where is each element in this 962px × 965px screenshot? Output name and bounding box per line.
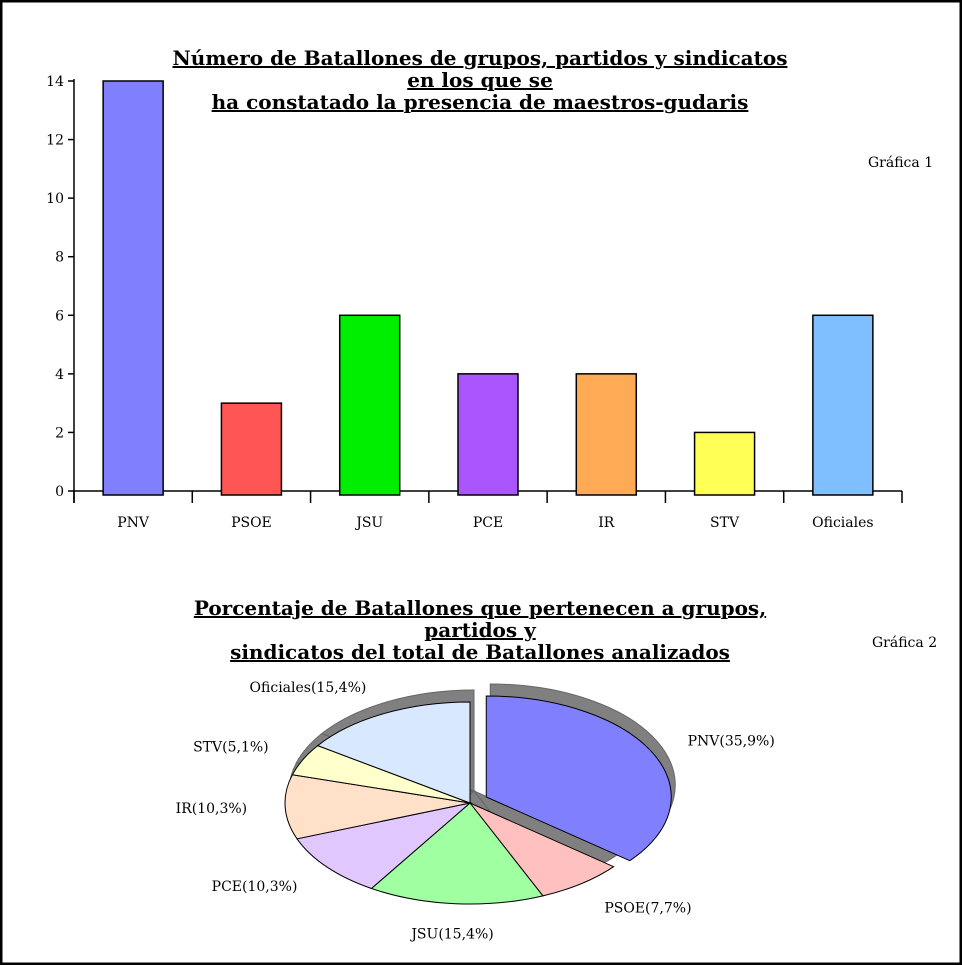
- bar-pce: [457, 373, 519, 496]
- pie-chart: PNV(35,9%) PSOE(7,7%) JSU(15,4%) PCE(10,3%)…: [176, 680, 775, 943]
- slice-label-stv-5-1: STV(5,1%): [193, 740, 269, 756]
- y-tick-label: 8: [55, 250, 64, 266]
- x-tick-label-psoe: PSOE: [231, 515, 272, 531]
- slice-pce-10-3: [296, 802, 472, 890]
- x-tick-label-pnv: PNV: [117, 515, 150, 531]
- bar-chart-title-line-1: Número de Batallones de grupos, partidos…: [172, 46, 788, 92]
- y-tick-label: 14: [46, 74, 64, 90]
- pie-chart-title-line-2: sindicatos del total de Batallones anali…: [230, 640, 730, 664]
- bar-oficiales: [812, 314, 874, 496]
- x-tick-label-oficiales: Oficiales: [812, 515, 873, 531]
- y-tick-label: 0: [55, 484, 64, 500]
- bar-chart-title: Número de Batallones de grupos, partidos…: [160, 47, 800, 113]
- slice-oficiales-15-4: [316, 701, 471, 804]
- bar-jsu: [338, 314, 401, 496]
- y-tick-label: 10: [46, 191, 64, 207]
- slice-label-ir-10-3: IR(10,3%): [176, 801, 247, 817]
- y-tick-label: 2: [55, 425, 64, 441]
- bar-pnv: [102, 80, 164, 496]
- slice-label-jsu-15-4: JSU(15,4%): [409, 927, 493, 943]
- x-tick-label-stv: STV: [710, 515, 740, 531]
- slice-label-pce-10-3: PCE(10,3%): [212, 879, 298, 895]
- x-tick-label-ir: IR: [598, 515, 615, 531]
- slice-label-oficiales-15-4: Oficiales(15,4%): [250, 680, 367, 696]
- pie-chart-title-line-1: Porcentaje de Batallones que pertenecen …: [193, 596, 767, 642]
- x-tick-label-pce: PCE: [473, 515, 503, 531]
- bar-stv: [693, 431, 756, 496]
- y-tick-label: 6: [55, 308, 64, 324]
- slice-jsu-15-4: [370, 802, 544, 905]
- slice-label-psoe-7-7: PSOE(7,7%): [604, 901, 691, 917]
- slice-label-pnv-35-9: PNV(35,9%): [688, 734, 775, 750]
- y-tick-label: 4: [55, 367, 64, 383]
- bar-psoe: [220, 402, 283, 496]
- pie-chart-title: Porcentaje de Batallones que pertenecen …: [150, 597, 810, 663]
- bar-chart-note: Gráfica 1: [868, 155, 934, 171]
- y-tick-label: 12: [46, 133, 64, 149]
- x-tick-label-jsu: JSU: [354, 515, 383, 531]
- bar-chart: 0 2 4 6 8 10 12 14 PNV PSOE JSU PCE IR STV Oficiales: [46, 74, 903, 531]
- slice-pnv-35-9: [485, 695, 672, 862]
- pie-chart-note: Gráfica 2: [872, 635, 938, 651]
- bar-ir: [575, 373, 638, 496]
- slice-ir-10-3: [284, 774, 471, 840]
- bar-chart-title-line-2: ha constatado la presencia de maestros-g…: [211, 90, 749, 114]
